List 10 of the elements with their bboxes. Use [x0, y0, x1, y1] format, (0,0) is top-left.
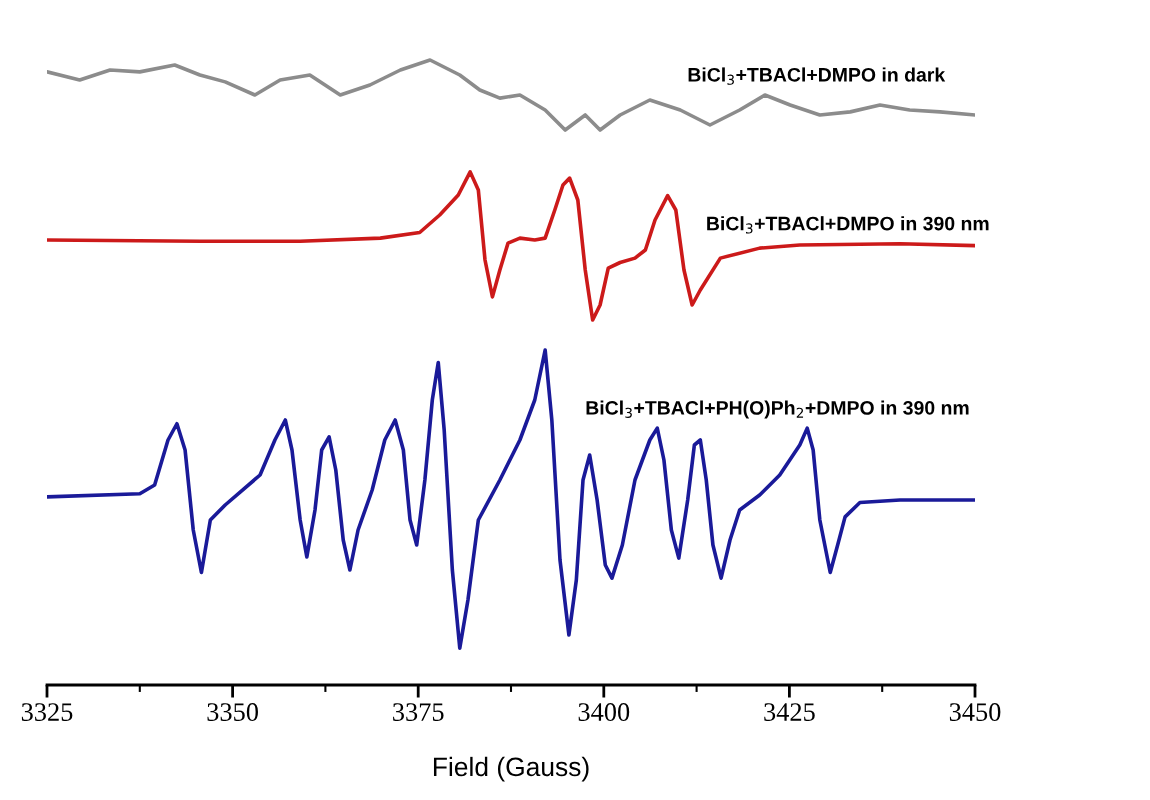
x-tick-label: 3425 [764, 703, 815, 721]
series-label: BiCl$_{3}$+TBACl+DMPO in 390 nm [707, 216, 989, 234]
x-tick-label: 3325 [21, 703, 73, 721]
series-label: BiCl$_{3}$+TBACl+DMPO in dark [688, 67, 946, 85]
x-tick-label: 3350 [207, 703, 258, 721]
x-tick-label: 3450 [949, 703, 1001, 721]
x-tick-label: 3375 [393, 703, 444, 721]
x-tick-label: 3400 [578, 703, 630, 721]
x-axis-title: Field (Gauss) [433, 756, 589, 782]
series-label: BiCl$_{3}$+TBACl+PH(O)Ph$_{2}$+DMPO in 390 nm [586, 400, 969, 419]
